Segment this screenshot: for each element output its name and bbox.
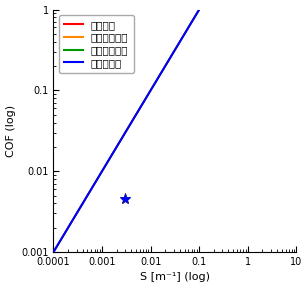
Legend: 固着なし, 運動面で固着, 静止面で固着, 両面で固着: 固着なし, 運動面で固着, 静止面で固着, 両面で固着 <box>59 15 134 73</box>
Y-axis label: COF (log): COF (log) <box>6 105 16 157</box>
X-axis label: S [m⁻¹] (log): S [m⁻¹] (log) <box>140 272 210 283</box>
